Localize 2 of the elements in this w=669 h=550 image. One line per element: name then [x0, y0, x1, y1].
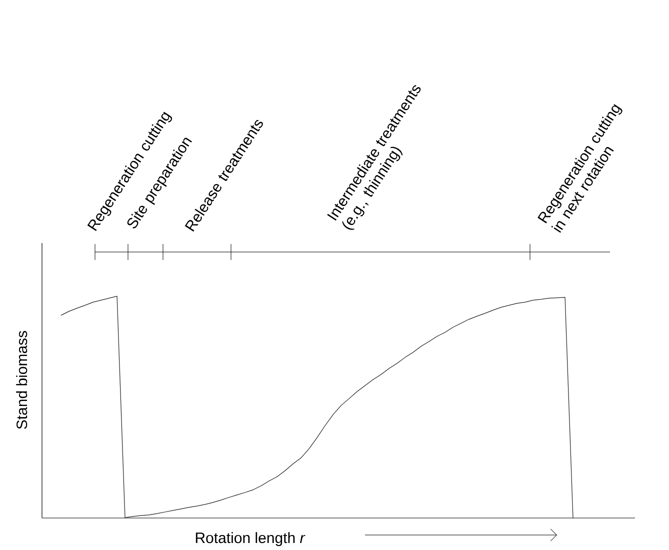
x-axis-title: Rotation length r	[196, 532, 306, 546]
y-axis-title: Stand biomass	[16, 330, 28, 429]
